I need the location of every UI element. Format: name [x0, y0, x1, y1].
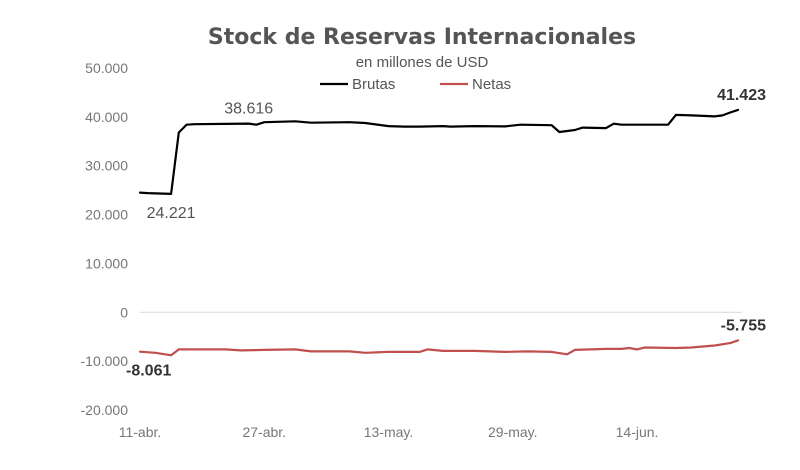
y-tick-label: 30.000: [85, 158, 128, 174]
chart-subtitle: en millones de USD: [356, 54, 489, 71]
y-tick-label: 10.000: [85, 255, 128, 271]
y-tick-label: 0: [120, 304, 128, 320]
x-tick-label: 11-abr.: [119, 424, 162, 440]
legend-label-netas: Netas: [472, 76, 511, 93]
data-label: 41.423: [717, 87, 766, 104]
data-label: -5.755: [721, 317, 766, 334]
legend: Brutas Netas: [320, 76, 511, 93]
data-label: 24.221: [147, 205, 196, 222]
series-line-netas: [138, 339, 740, 357]
x-tick-label: 13-may.: [364, 424, 414, 440]
data-label: 38.616: [224, 101, 273, 118]
y-tick-label: 50.000: [85, 60, 128, 76]
x-axis: 11-abr. 27-abr. 13-may. 29-may. 14-jun.: [119, 311, 742, 440]
y-tick-label: -10.000: [81, 353, 129, 369]
chart-title: Stock de Reservas Internacionales: [208, 25, 636, 50]
y-axis: 50.000 40.000 30.000 20.000 10.000 0 -10.000 -2…: [81, 60, 129, 418]
data-label: -8.061: [126, 363, 171, 380]
legend-label-brutas: Brutas: [352, 76, 395, 93]
y-tick-label: -20.000: [81, 402, 129, 418]
y-tick-label: 40.000: [85, 109, 128, 125]
series-line-brutas: [138, 108, 740, 195]
series-layer: [138, 108, 740, 357]
y-tick-label: 20.000: [85, 207, 128, 223]
annotation-layer: 38.616 24.221 41.423 -8.061 -5.755: [126, 87, 766, 380]
x-tick-label: 27-abr.: [242, 424, 286, 440]
x-tick-label: 29-may.: [488, 424, 538, 440]
x-tick-label: 14-jun.: [616, 424, 659, 440]
